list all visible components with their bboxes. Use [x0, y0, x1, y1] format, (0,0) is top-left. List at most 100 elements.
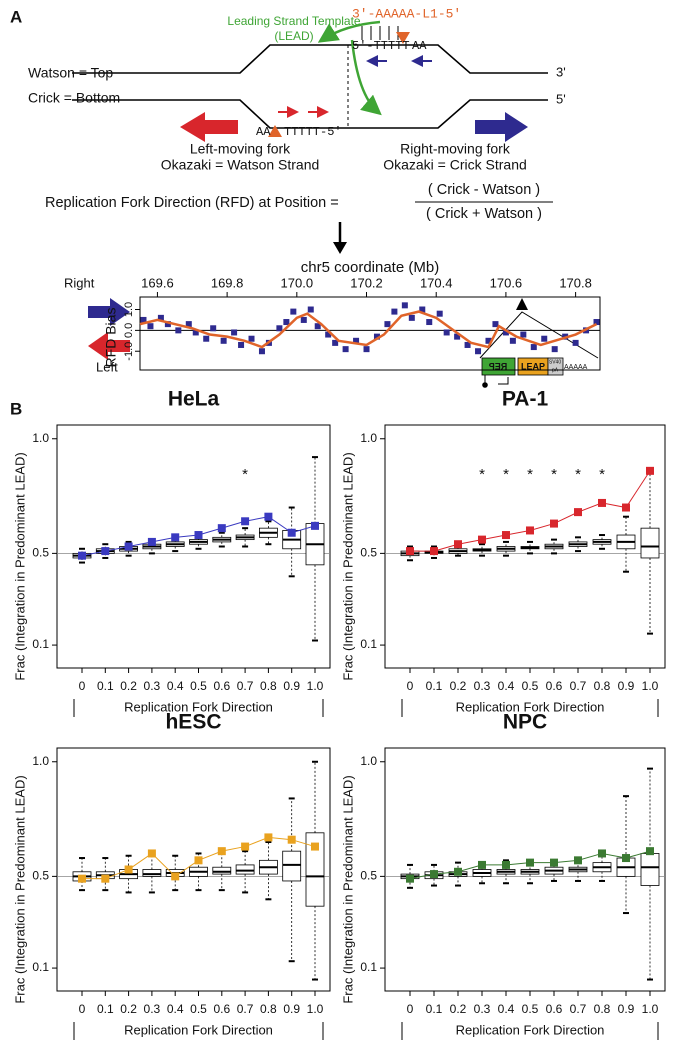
x-tick-label: 1.0 [307, 679, 324, 693]
data-point [124, 542, 133, 551]
data-point [210, 325, 217, 332]
x-tick-label: 1.0 [642, 679, 659, 693]
data-point [147, 537, 156, 546]
lead-arrow [317, 20, 381, 43]
data-point [363, 346, 370, 353]
chart-title: PA-1 [502, 388, 549, 411]
data-point [241, 842, 250, 851]
data-point [203, 335, 210, 342]
data-point [475, 348, 482, 355]
direction-label: Right [64, 275, 95, 290]
data-point [194, 856, 203, 865]
fork-label: Okazaki = Crick Strand [383, 157, 527, 173]
data-point [332, 339, 339, 346]
x-tick-label: 170.0 [281, 275, 314, 290]
target-sequence: AA [412, 39, 427, 53]
data-point [220, 337, 227, 344]
cut-site [268, 125, 282, 137]
data-point [258, 348, 265, 355]
data-point [353, 337, 360, 344]
data-point [283, 319, 290, 326]
data-point [217, 847, 226, 856]
x-tick-label: 0.2 [450, 1002, 467, 1016]
data-point [164, 321, 171, 328]
data-point [509, 337, 516, 344]
right-fork-arrow [475, 112, 528, 142]
data-point [419, 306, 426, 313]
data-point [454, 333, 461, 340]
locus-marker [516, 298, 528, 310]
x-tick-label: 0.9 [618, 1002, 635, 1016]
l1-sequence: 3'-AAAAA-L1-5' [352, 6, 461, 21]
data-point [147, 323, 154, 330]
x-tick-label: 0.5 [190, 1002, 207, 1016]
cut-site [396, 32, 410, 44]
data-point [124, 865, 133, 874]
data-point [171, 872, 180, 881]
x-axis-label: Replication Fork Direction [456, 699, 605, 714]
zoom-lines [479, 311, 599, 359]
data-point [287, 528, 296, 537]
x-tick-label: 170.8 [559, 275, 592, 290]
data-point [314, 323, 321, 330]
x-tick-label: 0.9 [283, 1002, 300, 1016]
y-tick-label: 1.0 [360, 431, 377, 445]
panel-label: A [10, 7, 22, 26]
data-point [551, 346, 558, 353]
data-point [248, 335, 255, 342]
data-point [238, 341, 245, 348]
data-point [443, 329, 450, 336]
data-point [598, 849, 606, 858]
y-tick-label: 0.5 [360, 869, 377, 883]
x-tick-label: 1.0 [642, 1002, 659, 1016]
watson-label: Watson = Top [28, 65, 113, 81]
data-point [502, 531, 510, 540]
data-point [290, 308, 297, 315]
x-tick-label: 0.7 [570, 1002, 587, 1016]
x-tick-label: 0.9 [283, 679, 300, 693]
x-tick-label: 0.1 [426, 679, 443, 693]
x-tick-label: 0.8 [260, 679, 277, 693]
x-tick-label: 0.7 [237, 1002, 254, 1016]
significance-mark: * [479, 466, 485, 483]
y-tick-label: 0.0 [123, 323, 135, 338]
x-tick-label: 1.0 [307, 1002, 324, 1016]
data-point [622, 854, 630, 863]
data-point [171, 533, 180, 542]
plot-frame [384, 424, 666, 669]
data-point [574, 508, 582, 517]
data-point [485, 337, 492, 344]
smoothed-line [139, 310, 598, 349]
left-arrow [88, 332, 130, 360]
x-tick-label: 0.3 [144, 679, 161, 693]
x-tick-label: 0.5 [522, 1002, 539, 1016]
y-axis-label: Frac (Integration in Predominant LEAD) [340, 775, 355, 1003]
y-tick-label: 1.0 [32, 754, 49, 768]
y-axis-label: Frac (Integration in Predominant LEAD) [12, 775, 27, 1003]
data-point [478, 860, 486, 869]
x-tick-label: 0.7 [237, 679, 254, 693]
box [235, 864, 255, 875]
crick-label: Crick = Bottom [28, 90, 120, 106]
construct-label: REP [489, 361, 508, 371]
rfd-numerator: ( Crick - Watson ) [428, 182, 540, 198]
x-tick-label: 170.4 [420, 275, 453, 290]
significance-mark: * [551, 466, 557, 483]
strand-end: 5' [556, 91, 566, 106]
data-point [391, 308, 398, 315]
data-point [175, 327, 182, 334]
data-point [454, 540, 462, 549]
data-point [185, 321, 192, 328]
x-tick-label: 0 [79, 679, 86, 693]
x-tick-label: 0.8 [594, 679, 611, 693]
x-axis-label: Replication Fork Direction [124, 1022, 273, 1037]
data-point [276, 325, 283, 332]
x-tick-label: 0.2 [120, 1002, 137, 1016]
data-point [384, 321, 391, 328]
lead-label: Leading Strand Template [227, 14, 361, 28]
x-tick-label: 0.6 [213, 1002, 230, 1016]
data-point [147, 849, 156, 858]
box [640, 527, 660, 559]
y-tick-label: 0.5 [360, 546, 377, 560]
